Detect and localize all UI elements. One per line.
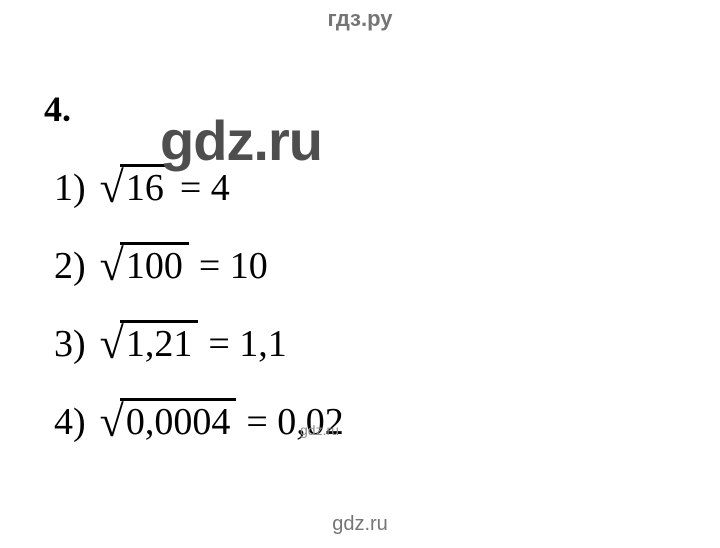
equation-row: 2) √ 100 = 10 (54, 242, 268, 288)
inline-watermark: gdz.ru (300, 422, 339, 438)
center-watermark: gdz.ru (160, 108, 322, 173)
equation-index: 3) (54, 322, 86, 366)
equation-row: 3) √ 1,21 = 1,1 (54, 320, 287, 366)
footer-watermark: gdz.ru (332, 513, 388, 536)
header-watermark: гдз.ру (328, 6, 393, 32)
equation-index: 2) (54, 244, 86, 288)
sqrt-icon: √ (100, 322, 124, 366)
equation-index: 1) (54, 166, 86, 210)
sqrt-icon: √ (100, 166, 124, 210)
sqrt-icon: √ (100, 244, 124, 288)
radicand: 100 (124, 244, 189, 288)
sqrt-expression: √ 100 (100, 242, 189, 288)
radicand: 1,21 (124, 322, 199, 366)
equation-index: 4) (54, 400, 86, 444)
radicand: 0,0004 (124, 400, 237, 444)
equation-result: = 10 (199, 244, 268, 288)
problem-number: 4. (44, 88, 71, 130)
sqrt-expression: √ 1,21 (100, 320, 199, 366)
sqrt-expression: √ 0,0004 (100, 398, 237, 444)
sqrt-icon: √ (100, 400, 124, 444)
equation-result: = 1,1 (208, 322, 286, 366)
